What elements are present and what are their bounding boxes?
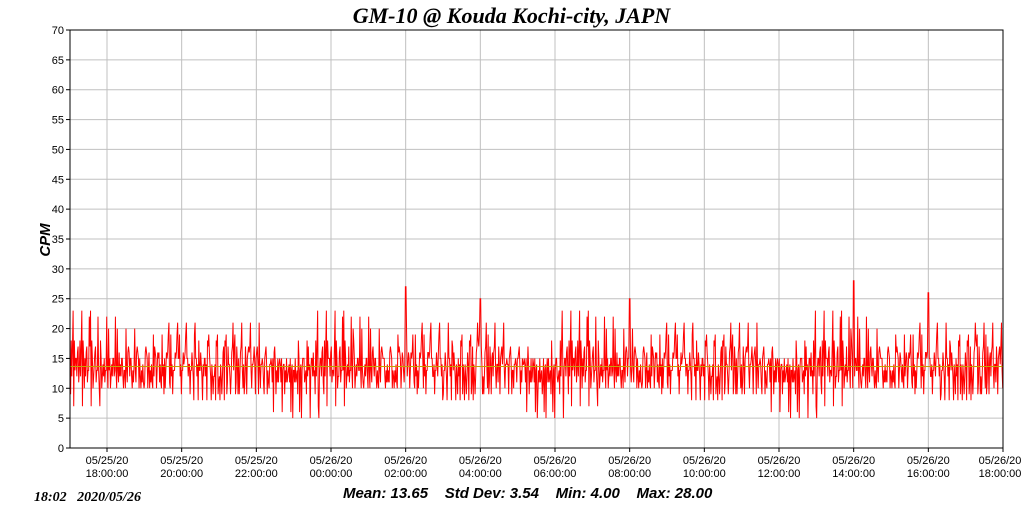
x-tick-label-date: 05/26/20 <box>384 455 427 467</box>
timestamp: 18:02 2020/05/26 <box>34 490 141 505</box>
x-tick-label-time: 18:00:00 <box>979 468 1022 480</box>
x-tick-label-time: 00:00:00 <box>310 468 353 480</box>
chart-title: GM-10 @ Kouda Kochi-city, JAPN <box>352 3 671 28</box>
y-tick-label: 5 <box>58 413 64 425</box>
x-tick-label-time: 18:00:00 <box>86 468 129 480</box>
stat-std-dev: Std Dev: 3.54 <box>444 485 539 502</box>
x-tick-label-date: 05/25/20 <box>160 455 203 467</box>
x-tick-label-date: 05/26/20 <box>459 455 502 467</box>
x-tick-label-date: 05/26/20 <box>758 455 801 467</box>
y-tick-label: 70 <box>52 25 64 37</box>
series-line-cpm <box>69 280 1004 419</box>
plot-frame <box>69 29 1004 449</box>
y-tick-label: 35 <box>52 234 64 246</box>
y-tick-label: 50 <box>52 144 64 156</box>
stats-bar: Mean: 13.65 Std Dev: 3.54 Min: 4.00 Max:… <box>343 485 712 502</box>
x-tick-label-time: 22:00:00 <box>235 468 278 480</box>
x-tick-label-time: 08:00:00 <box>608 468 651 480</box>
x-tick-label-time: 14:00:00 <box>832 468 875 480</box>
x-tick-label-time: 02:00:00 <box>384 468 427 480</box>
stat-mean: Mean: 13.65 <box>343 485 429 502</box>
x-tick-label-date: 05/26/20 <box>979 455 1022 467</box>
x-tick-label-time: 10:00:00 <box>683 468 726 480</box>
y-tick-label: 60 <box>52 85 64 97</box>
x-tick-label-time: 20:00:00 <box>160 468 203 480</box>
x-tick-label-date: 05/26/20 <box>608 455 651 467</box>
y-tick-label: 65 <box>52 55 64 67</box>
x-tick-label-date: 05/26/20 <box>832 455 875 467</box>
y-ticks: 0 5 10 15 20 25 30 35 40 45 50 55 60 65 70 <box>52 25 70 455</box>
x-tick-label-date: 05/25/20 <box>86 455 129 467</box>
y-tick-label: 15 <box>52 353 64 365</box>
stat-max: Max: 28.00 <box>636 485 713 502</box>
x-tick-label-date: 05/26/20 <box>683 455 726 467</box>
x-tick-label-time: 16:00:00 <box>907 468 950 480</box>
x-tick-label-time: 04:00:00 <box>459 468 502 480</box>
y-tick-label: 10 <box>52 383 64 395</box>
y-tick-label: 40 <box>52 204 64 216</box>
x-ticks: 05/25/2018:00:0005/25/2020:00:0005/25/20… <box>86 448 1022 480</box>
y-tick-label: 45 <box>52 174 64 186</box>
x-tick-label-time: 12:00:00 <box>758 468 801 480</box>
x-tick-label-time: 06:00:00 <box>534 468 577 480</box>
x-tick-label-date: 05/26/20 <box>310 455 353 467</box>
y-tick-label: 55 <box>52 115 64 127</box>
y-tick-label: 30 <box>52 264 64 276</box>
y-tick-label: 0 <box>58 443 64 455</box>
x-tick-label-date: 05/26/20 <box>534 455 577 467</box>
y-tick-label: 25 <box>52 294 64 306</box>
x-tick-label-date: 05/25/20 <box>235 455 278 467</box>
y-tick-label: 20 <box>52 324 64 336</box>
x-tick-label-date: 05/26/20 <box>907 455 950 467</box>
series-group <box>69 280 1004 419</box>
stat-min: Min: 4.00 <box>555 485 620 502</box>
